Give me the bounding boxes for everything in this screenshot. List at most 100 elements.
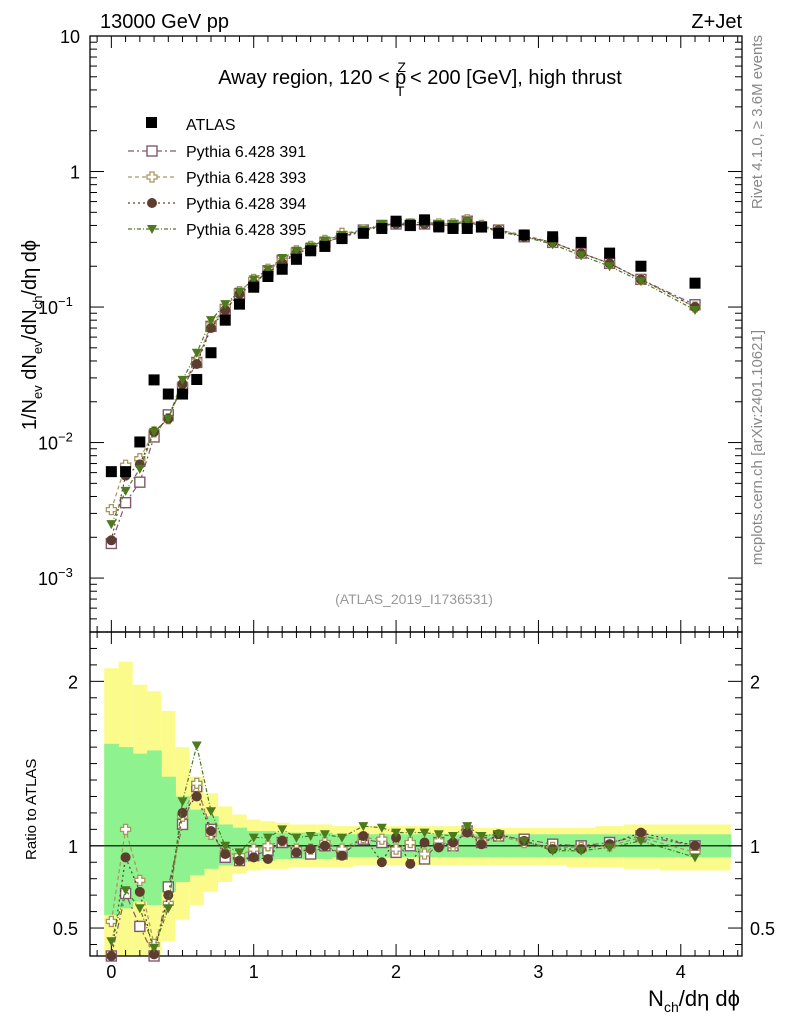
series-point-ratio [419,837,430,848]
series-point-ratio [418,848,431,860]
atlas-point [319,240,331,252]
series-point-ratio [149,949,160,960]
atlas-point [148,374,160,386]
series-point-ratio [105,915,118,928]
series-point-ratio [234,855,245,866]
series-point-ratio [405,858,416,869]
atlas-point [475,221,487,233]
band-inner-bin [132,753,148,902]
atlas-point [547,231,559,243]
series-point-main [119,496,132,509]
legend-marker [146,171,158,183]
axis-ticks [90,35,742,956]
atlas-point [404,219,416,231]
atlas-point [689,277,701,289]
series-point-main [291,246,302,256]
series-point-ratio [134,874,146,886]
series-point-ratio [690,840,701,851]
series-point-ratio [376,857,387,868]
legend-marker-shape [146,171,158,183]
series-point-ratio-shape [262,840,274,852]
band-inner-bin [146,750,162,906]
series-point-main [191,348,202,358]
series-point-main [277,254,288,264]
series-point-ratio [291,847,302,858]
atlas-point [205,347,217,359]
series-point-ratio [404,836,416,849]
atlas-point [493,227,505,239]
atlas-point [575,236,587,248]
atlas-point [191,373,203,385]
series-point-ratio [248,852,259,863]
series-point-ratio [476,839,487,850]
ratio-ylabel: Ratio to ATLAS [23,759,40,860]
series-point-ratio-shape [418,848,431,860]
series-point-ratio [220,849,231,860]
band-inner-bin [189,809,205,876]
series-point-ratio [177,797,188,807]
atlas-point [390,215,402,227]
atlas-point [262,271,274,283]
series-point-ratio [376,833,388,845]
atlas-point [376,222,388,234]
atlas-point [120,466,132,478]
rivet-label: Rivet 4.1.0, ≥ 3.6M events [749,35,766,209]
atlas-point [305,245,317,257]
series-point-main [206,316,217,326]
series-point-ratio [635,827,646,838]
series-point-ratio [120,886,131,896]
series-point-main [635,277,646,287]
atlas-point [177,388,189,400]
series-point-main [462,217,473,227]
legend-marker-atlas [146,117,157,128]
series-point-main [191,358,202,369]
series-point-ratio [433,830,444,840]
y-tick-label: 10−1 [38,294,73,318]
legend-label-atlas: ATLAS [186,117,236,134]
atlas-point [248,281,260,293]
series-point-ratio [106,951,117,961]
mcplots-label: mcplots.cern.ch [arXiv:2401.10621] [749,330,766,565]
atlas-point [233,298,245,310]
series-point-ratio [163,904,174,914]
series-point-ratio [134,886,145,897]
ratio-tick-label-left: 2 [68,672,78,692]
series-point-main [149,427,160,437]
series-point-ratio-shape [105,915,118,928]
series-point-main [105,503,118,516]
series-point-main [177,375,188,385]
atlas-point [134,436,146,448]
series-point-main [134,464,145,474]
series-point-ratio [336,850,347,861]
series-point-ratio [476,831,487,841]
series-line-ratio [110,781,696,947]
series-point-ratio [604,843,615,853]
y-tick-label: 10 [60,27,80,47]
atlas-point [433,221,445,233]
series-point-ratio [206,807,217,817]
ratio-tick-label-left: 1 [68,837,78,857]
series-point-main [106,520,117,530]
series-point-ratio [206,826,217,837]
series-point-ratio [149,943,160,953]
x-tick-label: 2 [391,962,401,982]
atlas-point [105,466,117,478]
atlas-point [290,253,302,265]
legend-marker [147,225,157,234]
energy-label: 13000 GeV pp [100,11,229,33]
series-line-main [110,220,696,541]
legend-marker [147,198,157,208]
series-point-main [547,240,558,250]
series-point-main [120,486,131,496]
series-point-ratio-shape [376,833,388,845]
series-point-ratio [462,822,473,832]
series-point-ratio [291,833,302,843]
legend-marker [146,145,158,157]
series-point-main [604,262,615,272]
atlas-point [219,314,231,326]
series-point-ratio [576,846,587,856]
ratio-uncertainty-bands [104,661,732,956]
atlas-point [357,227,369,239]
series-point-main [262,265,273,275]
